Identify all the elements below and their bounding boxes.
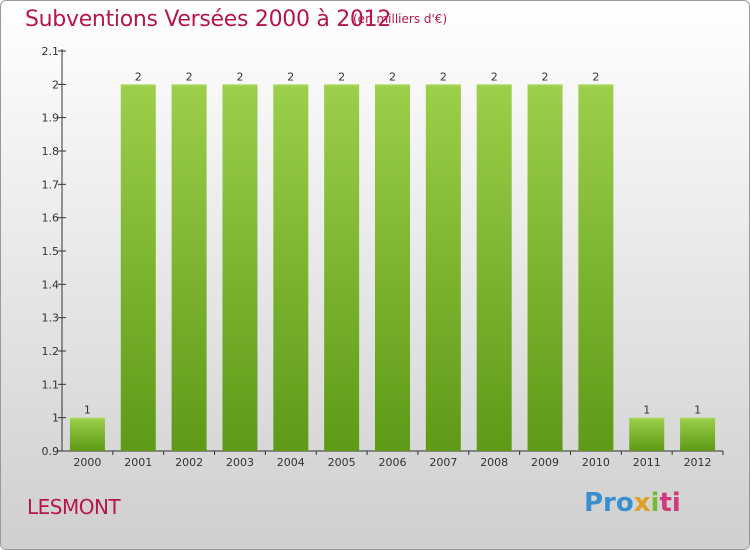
bar (222, 84, 258, 451)
bar (171, 84, 207, 451)
proxiti-logo: Proxiti (584, 488, 681, 518)
bar (425, 84, 461, 451)
data-label: 2 (592, 70, 599, 83)
data-label: 2 (491, 70, 498, 83)
plot-area: 0.9 1 1.1 1.2 1.3 1.4 1.5 1.6 1.7 1.8 1.9 2 2.1 1 2000… (42, 45, 724, 469)
x-tick-label: 2001 (124, 456, 152, 469)
data-label: 2 (542, 70, 549, 83)
bar (527, 84, 563, 451)
x-tick-label: 2008 (480, 456, 508, 469)
bar (375, 84, 410, 451)
x-tick-label: 2010 (582, 456, 610, 469)
x-tick-label: 2006 (379, 456, 407, 469)
bar (273, 84, 309, 451)
y-tick-label: 1.5 (42, 245, 60, 258)
bar (120, 84, 156, 451)
y-tick-label: 1 (52, 412, 59, 425)
bar (324, 84, 360, 451)
data-label: 2 (236, 70, 243, 83)
x-tick-label: 2009 (531, 456, 559, 469)
data-label: 2 (440, 70, 447, 83)
y-tick-label: 1.7 (42, 178, 60, 191)
y-tick-label: 1.3 (42, 312, 60, 325)
y-tick-label: 2 (52, 78, 59, 91)
data-label: 2 (338, 70, 345, 83)
bar (629, 417, 665, 451)
x-tick-label: 2002 (175, 456, 203, 469)
data-label: 2 (287, 70, 294, 83)
y-tick-label: 2.1 (42, 45, 60, 58)
y-tick-label: 1.1 (42, 378, 60, 391)
x-tick-label: 2005 (328, 456, 356, 469)
place-name: LESMONT (27, 495, 121, 519)
y-tick-label: 1.2 (42, 345, 60, 358)
x-tick-label: 2007 (429, 456, 457, 469)
chart-title: Subventions Versées 2000 à 2012 (25, 7, 392, 32)
x-tick-label: 2012 (684, 456, 712, 469)
bar (69, 417, 105, 451)
y-tick-label: 1.6 (42, 212, 60, 225)
data-label: 1 (694, 404, 701, 417)
bar (680, 417, 716, 451)
data-label: 1 (643, 404, 650, 417)
data-label: 2 (186, 70, 193, 83)
data-label: 2 (135, 70, 142, 83)
x-tick-label: 2011 (633, 456, 661, 469)
data-label: 2 (389, 70, 396, 83)
y-tick-label: 1.8 (42, 145, 60, 158)
data-label: 1 (84, 404, 91, 417)
x-tick-label: 2003 (226, 456, 254, 469)
bar (578, 84, 614, 451)
bar (476, 84, 512, 451)
y-tick-label: 1.9 (42, 112, 60, 125)
chart-unit: (en milliers d'€) (353, 12, 448, 26)
y-tick-label: 0.9 (42, 445, 60, 458)
x-tick-label: 2004 (277, 456, 305, 469)
y-tick-label: 1.4 (42, 278, 60, 291)
x-tick-label: 2000 (73, 456, 101, 469)
